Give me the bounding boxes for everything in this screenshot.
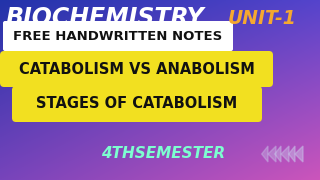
Text: 4THSEMESTER: 4THSEMESTER <box>101 147 225 161</box>
Polygon shape <box>262 146 268 162</box>
Text: FREE HANDWRITTEN NOTES: FREE HANDWRITTEN NOTES <box>13 30 223 42</box>
Polygon shape <box>295 146 303 162</box>
Polygon shape <box>289 146 295 162</box>
Text: BIOCHEMISTRY: BIOCHEMISTRY <box>6 6 205 30</box>
FancyBboxPatch shape <box>0 51 273 87</box>
Text: UNIT-1: UNIT-1 <box>228 8 297 28</box>
Polygon shape <box>281 146 289 162</box>
FancyBboxPatch shape <box>3 21 233 51</box>
Text: STAGES OF CATABOLISM: STAGES OF CATABOLISM <box>36 96 238 111</box>
FancyBboxPatch shape <box>12 86 262 122</box>
Text: CATABOLISM VS ANABOLISM: CATABOLISM VS ANABOLISM <box>19 62 254 76</box>
Polygon shape <box>268 146 276 162</box>
Polygon shape <box>275 146 281 162</box>
